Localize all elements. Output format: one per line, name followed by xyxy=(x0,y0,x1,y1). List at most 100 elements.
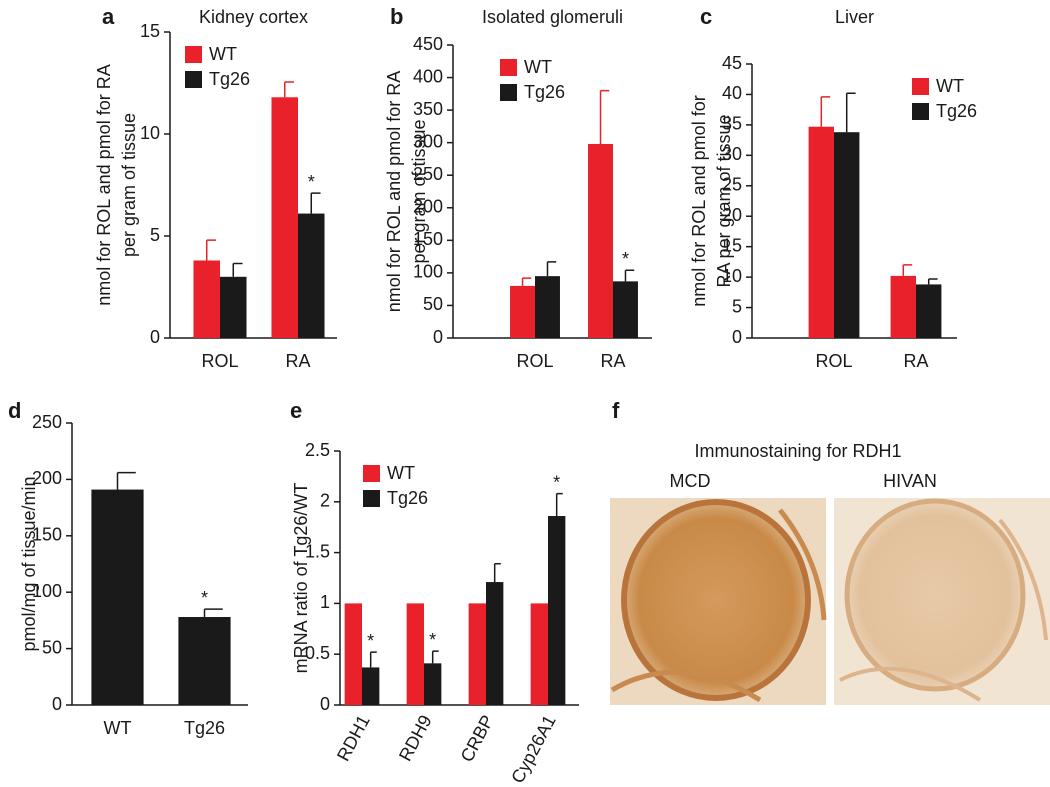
legend-swatch xyxy=(500,84,517,101)
significance-marker: * xyxy=(308,172,315,192)
significance-marker: * xyxy=(201,588,208,608)
y-tick-label: 15 xyxy=(722,235,742,255)
bar xyxy=(890,275,916,338)
error-bar xyxy=(232,262,243,277)
error-bar xyxy=(927,278,938,285)
y-tick-label: 150 xyxy=(413,229,443,249)
y-axis-label: per gram of tissue xyxy=(409,119,429,263)
y-tick-label: 30 xyxy=(722,144,742,164)
bar xyxy=(916,284,942,338)
panel-title: Immunostaining for RDH1 xyxy=(694,441,901,461)
y-tick-label: 35 xyxy=(722,114,742,134)
y-tick-label: 10 xyxy=(140,123,160,143)
error-bar xyxy=(369,651,377,668)
y-tick-label: 15 xyxy=(140,21,160,41)
y-tick-label: 300 xyxy=(413,131,443,151)
x-tick-label: Cyp26A1 xyxy=(507,712,559,787)
legend-label: WT xyxy=(936,76,964,96)
y-tick-label: 450 xyxy=(413,34,443,54)
bar xyxy=(193,260,220,338)
y-tick-label: 400 xyxy=(413,66,443,86)
y-tick-label: 150 xyxy=(32,525,62,545)
legend-label: Tg26 xyxy=(387,488,428,508)
panel-label: c xyxy=(700,4,712,29)
x-tick-label: RA xyxy=(903,351,928,371)
panel-label: d xyxy=(8,398,21,423)
legend-label: Tg26 xyxy=(209,69,250,89)
bar xyxy=(808,126,834,339)
y-axis-label: nmol for ROL and pmol for RA xyxy=(94,64,114,305)
bar xyxy=(344,603,362,705)
legend-swatch xyxy=(363,490,380,507)
legend-label: Tg26 xyxy=(524,82,565,102)
y-axis-label: per gram of tissue xyxy=(119,113,139,257)
significance-marker: * xyxy=(429,630,436,650)
bar xyxy=(298,213,325,338)
panel-title: Isolated glomeruli xyxy=(482,7,623,27)
y-axis-label: mRNA ratio of Tg26/WT xyxy=(291,483,311,674)
y-tick-label: 2 xyxy=(320,491,330,511)
y-tick-label: 0.5 xyxy=(305,643,330,663)
error-bar xyxy=(599,89,610,144)
error-bar xyxy=(521,277,532,286)
bar xyxy=(510,285,535,338)
y-tick-label: 200 xyxy=(413,197,443,217)
y-tick-label: 100 xyxy=(32,581,62,601)
x-tick-label: ROL xyxy=(516,351,553,371)
y-tick-label: 5 xyxy=(732,296,742,316)
y-tick-label: 350 xyxy=(413,99,443,119)
significance-marker: * xyxy=(622,249,629,269)
bar xyxy=(91,489,144,705)
bar xyxy=(548,516,566,705)
y-tick-label: 5 xyxy=(150,225,160,245)
y-tick-label: 2.5 xyxy=(305,440,330,460)
y-tick-label: 10 xyxy=(722,266,742,286)
y-tick-label: 200 xyxy=(32,468,62,488)
legend-swatch xyxy=(912,78,929,95)
bar xyxy=(424,663,442,705)
error-bar xyxy=(555,492,563,517)
y-axis-label: nmol for ROL and pmol for xyxy=(689,95,709,306)
legend-swatch xyxy=(912,103,929,120)
legend-swatch xyxy=(363,465,380,482)
y-tick-label: 1 xyxy=(320,592,330,612)
legend-swatch xyxy=(185,46,202,63)
image-label: MCD xyxy=(670,471,711,491)
bar xyxy=(834,132,860,338)
x-tick-label: RA xyxy=(600,351,625,371)
y-tick-label: 1.5 xyxy=(305,541,330,561)
y-tick-label: 250 xyxy=(413,164,443,184)
y-tick-label: 100 xyxy=(413,262,443,282)
y-tick-label: 50 xyxy=(42,637,62,657)
error-bar xyxy=(203,608,223,618)
panel-label: e xyxy=(290,398,302,423)
y-tick-label: 0 xyxy=(150,327,160,347)
y-tick-label: 250 xyxy=(32,412,62,432)
error-bar xyxy=(546,261,557,277)
x-tick-label: ROL xyxy=(201,351,238,371)
bar xyxy=(468,603,486,705)
x-tick-label: WT xyxy=(104,718,132,738)
legend-label: WT xyxy=(387,463,415,483)
legend-label: WT xyxy=(209,44,237,64)
panel-title: Liver xyxy=(835,7,874,27)
x-tick-label: Tg26 xyxy=(184,718,225,738)
bar xyxy=(178,617,231,705)
bar xyxy=(406,603,424,705)
x-tick-label: RA xyxy=(285,351,310,371)
y-tick-label: 0 xyxy=(732,327,742,347)
x-tick-label: RDH9 xyxy=(395,712,436,765)
legend-label: Tg26 xyxy=(936,101,977,121)
significance-marker: * xyxy=(553,472,560,492)
y-tick-label: 20 xyxy=(722,205,742,225)
y-axis-label: RA per gram of tissue xyxy=(714,114,734,287)
error-bar xyxy=(310,192,321,214)
error-bar xyxy=(283,81,295,98)
error-bar xyxy=(493,563,501,583)
error-bar xyxy=(431,650,439,664)
significance-marker: * xyxy=(367,631,374,651)
y-tick-label: 25 xyxy=(722,175,742,195)
panel-title: Kidney cortex xyxy=(199,7,308,27)
y-axis-label: nmol for ROL and pmol for RA xyxy=(384,71,404,312)
